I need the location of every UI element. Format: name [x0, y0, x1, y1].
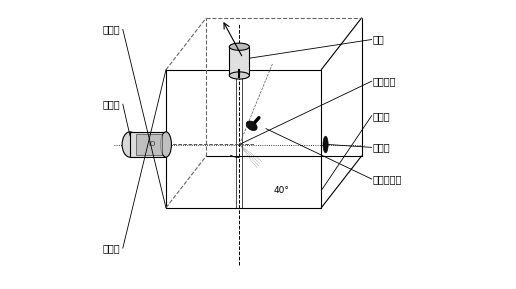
- Text: 气泵: 气泵: [372, 34, 384, 45]
- Text: 光阻扯: 光阻扯: [372, 142, 390, 152]
- Text: 检测中心: 检测中心: [372, 76, 396, 86]
- Text: 检测壳: 检测壳: [372, 111, 390, 121]
- Ellipse shape: [323, 136, 328, 153]
- Ellipse shape: [229, 72, 249, 79]
- Text: 40°: 40°: [274, 186, 289, 195]
- Ellipse shape: [229, 43, 249, 50]
- Text: 金属管: 金属管: [102, 243, 120, 253]
- Ellipse shape: [246, 121, 257, 131]
- Bar: [130, 132, 166, 157]
- Text: IO: IO: [148, 142, 155, 147]
- Text: 金属管: 金属管: [102, 25, 120, 34]
- Bar: [136, 134, 162, 155]
- Bar: [229, 47, 249, 75]
- Ellipse shape: [122, 132, 138, 157]
- Ellipse shape: [160, 132, 171, 157]
- Text: 激光器: 激光器: [102, 99, 120, 109]
- Text: 硅光二极管: 硅光二极管: [372, 174, 401, 184]
